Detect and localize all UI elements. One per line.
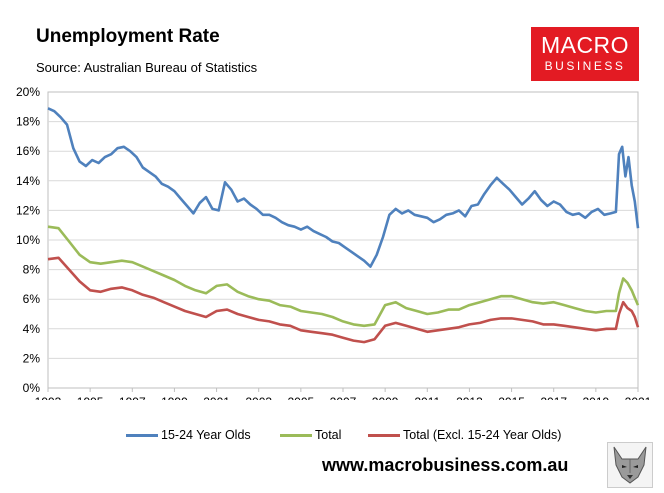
legend-item-youth: 15-24 Year Olds [126, 428, 251, 442]
legend-swatch-youth [126, 433, 158, 437]
y-tick-label: 18% [16, 115, 40, 129]
legend-swatch-total-excl [368, 433, 400, 437]
y-tick-label: 16% [16, 144, 40, 158]
legend-label-youth: 15-24 Year Olds [161, 428, 251, 442]
logo-line-1: MACRO [540, 32, 630, 58]
y-tick-label: 6% [23, 292, 41, 306]
x-tick-label: 1995 [77, 395, 104, 400]
website-url: www.macrobusiness.com.au [322, 455, 569, 475]
legend-item-total: Total [280, 428, 341, 442]
legend-item-total-excl: Total (Excl. 15-24 Year Olds) [368, 428, 561, 442]
chart-title: Unemployment Rate [36, 26, 220, 47]
x-tick-label: 2001 [203, 395, 230, 400]
gridlines [48, 121, 638, 359]
series-line-total-excl [47, 256, 640, 344]
y-tick-label: 10% [16, 233, 40, 247]
chart-legend: 15-24 Year Olds Total Total (Excl. 15-24… [0, 428, 664, 448]
legend-label-total-excl: Total (Excl. 15-24 Year Olds) [403, 428, 562, 442]
x-tick-label: 2021 [625, 395, 652, 400]
x-tick-label: 2013 [456, 395, 483, 400]
x-tick-label: 1997 [119, 395, 146, 400]
unemployment-line-chart: 0%2%4%6%8%10%12%14%16%18%20% 19931995199… [16, 85, 652, 400]
x-tick-label: 2017 [540, 395, 567, 400]
legend-label-total: Total [315, 428, 342, 442]
y-tick-label: 20% [16, 85, 40, 99]
y-tick-label: 4% [23, 322, 41, 336]
x-tick-label: 2005 [288, 395, 315, 400]
series-line-youth [47, 107, 640, 268]
x-tick-label: 2003 [245, 395, 272, 400]
x-tick-label: 2007 [330, 395, 357, 400]
macrobusiness-logo: MACRO BUSINESS [531, 27, 639, 81]
y-tick-label: 0% [23, 381, 41, 395]
y-axis: 0% 2% 4% 6% 8% 10% 12% 14% 16% 18% 20% [16, 85, 40, 395]
series-lines [47, 107, 640, 344]
x-tick-label: 1993 [35, 395, 62, 400]
y-tick-label: 14% [16, 174, 40, 188]
wolf-mascot-icon [607, 442, 653, 488]
x-tick-label: 2011 [414, 395, 440, 400]
y-tick-label: 12% [16, 203, 40, 217]
x-tick-label: 1999 [161, 395, 188, 400]
legend-swatch-total [280, 433, 312, 437]
x-axis: 1993 1995 1997 1999 2001 2003 2005 2007 2009 2011… [35, 388, 652, 400]
y-tick-label: 2% [23, 351, 41, 365]
x-tick-label: 2015 [498, 395, 525, 400]
x-tick-label: 2019 [583, 395, 610, 400]
chart-subtitle: Source: Australian Bureau of Statistics [36, 60, 258, 75]
x-tick-label: 2009 [372, 395, 399, 400]
y-tick-label: 8% [23, 263, 41, 277]
logo-line-2: BUSINESS [544, 59, 626, 73]
series-line-total [47, 225, 640, 328]
